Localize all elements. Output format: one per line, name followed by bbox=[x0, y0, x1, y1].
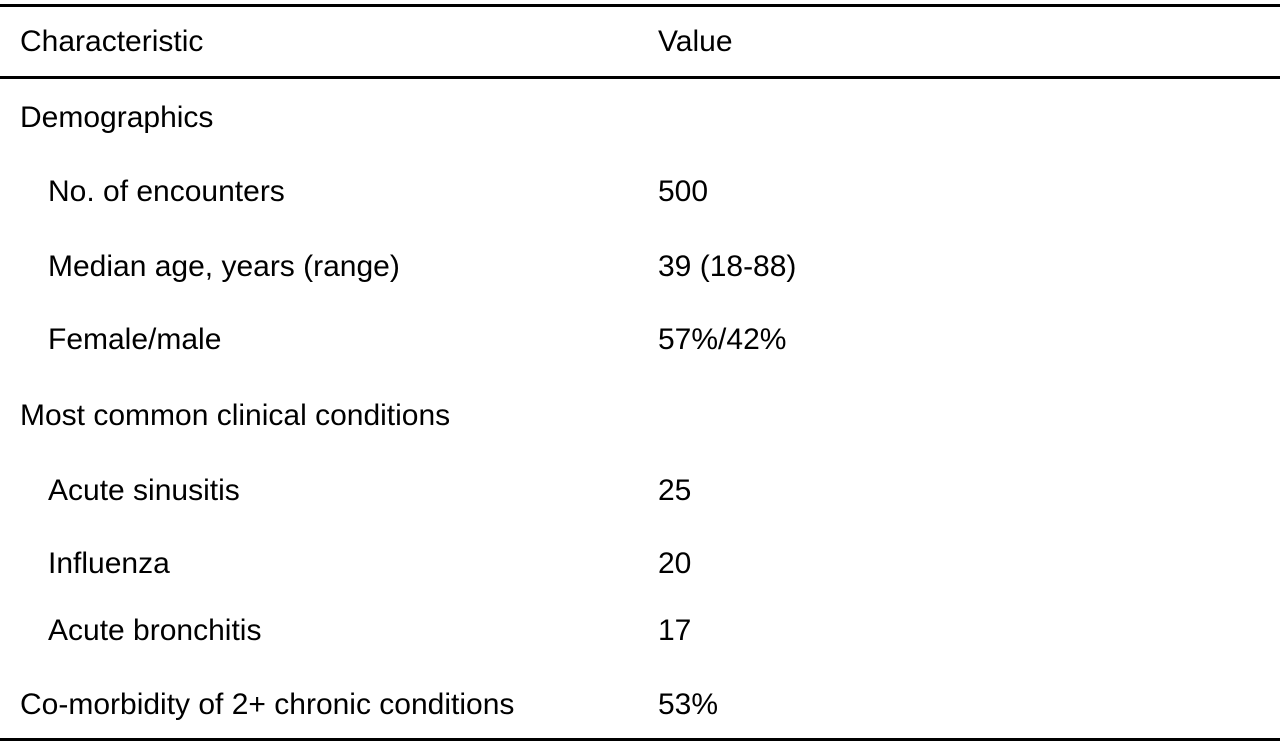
row-label-comorbidity: Co-morbidity of 2+ chronic conditions bbox=[20, 688, 515, 721]
header-value: Value bbox=[658, 25, 733, 58]
row-label-influenza: Influenza bbox=[48, 547, 170, 580]
table-bottom-rule bbox=[0, 738, 1280, 741]
row-value-female-male: 57%/42% bbox=[658, 323, 787, 356]
table-top-rule bbox=[0, 4, 1280, 7]
row-value-encounters: 500 bbox=[658, 175, 709, 208]
row-value-acute-bronchitis: 17 bbox=[658, 614, 692, 647]
row-value-influenza: 20 bbox=[658, 547, 692, 580]
row-label-acute-bronchitis: Acute bronchitis bbox=[48, 614, 262, 647]
row-value-median-age: 39 (18-88) bbox=[658, 250, 797, 283]
row-label-median-age: Median age, years (range) bbox=[48, 250, 400, 283]
row-label-encounters: No. of encounters bbox=[48, 175, 285, 208]
row-value-acute-sinusitis: 25 bbox=[658, 474, 692, 507]
header-characteristic: Characteristic bbox=[20, 25, 204, 58]
row-value-comorbidity: 53% bbox=[658, 688, 719, 721]
row-label-female-male: Female/male bbox=[48, 323, 222, 356]
row-label-acute-sinusitis: Acute sinusitis bbox=[48, 474, 240, 507]
section-label-clinical-conditions: Most common clinical conditions bbox=[20, 399, 451, 432]
table-header-rule bbox=[0, 76, 1280, 79]
section-label-demographics: Demographics bbox=[20, 101, 214, 134]
